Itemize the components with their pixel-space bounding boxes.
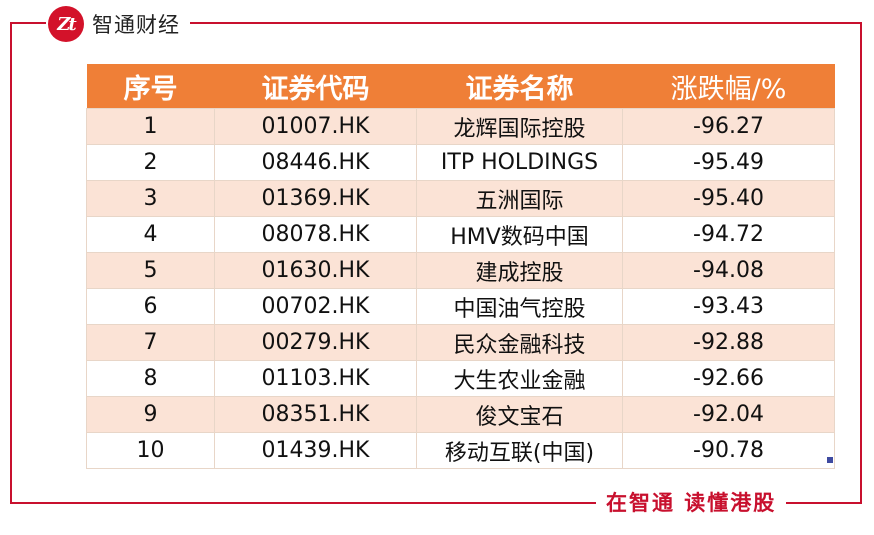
header-code: 证券代码: [214, 64, 417, 109]
cell-change: -94.72: [622, 216, 835, 253]
cell-name: 建成控股: [416, 252, 623, 289]
frame-bottom-line: [10, 502, 862, 504]
header-name: 证券名称: [416, 64, 623, 109]
cell-code: 01369.HK: [214, 180, 417, 217]
brand-name: 智通财经: [92, 13, 180, 37]
table-row: 9 08351.HK 俊文宝石 -92.04: [86, 396, 835, 433]
cell-code: 01007.HK: [214, 108, 417, 145]
cell-change: -96.27: [622, 108, 835, 145]
cell-seq: 4: [86, 216, 215, 253]
header-seq: 序号: [86, 64, 215, 109]
cell-name: 移动互联(中国): [416, 432, 623, 469]
cell-change: -90.78: [622, 432, 835, 469]
cell-change: -95.40: [622, 180, 835, 217]
cell-name: 五洲国际: [416, 180, 623, 217]
table-row: 10 01439.HK 移动互联(中国) -90.78: [86, 432, 835, 469]
cell-seq: 7: [86, 324, 215, 361]
cell-seq: 2: [86, 144, 215, 181]
cell-seq: 9: [86, 396, 215, 433]
cell-seq: 1: [86, 108, 215, 145]
header-change: 涨跌幅/%: [622, 64, 835, 109]
cell-name: 大生农业金融: [416, 360, 623, 397]
cell-name: 民众金融科技: [416, 324, 623, 361]
cell-seq: 8: [86, 360, 215, 397]
cell-change: -93.43: [622, 288, 835, 325]
table-row: 5 01630.HK 建成控股 -94.08: [86, 252, 835, 289]
cell-name: ITP HOLDINGS: [416, 144, 623, 181]
cell-seq: 3: [86, 180, 215, 217]
cell-seq: 10: [86, 432, 215, 469]
selection-handle[interactable]: [827, 457, 833, 463]
cell-change: -92.04: [622, 396, 835, 433]
table-row: 8 01103.HK 大生农业金融 -92.66: [86, 360, 835, 397]
cell-code: 01439.HK: [214, 432, 417, 469]
table-row: 3 01369.HK 五洲国际 -95.40: [86, 180, 835, 217]
frame-top-line: [10, 22, 862, 24]
cell-name: 俊文宝石: [416, 396, 623, 433]
frame-left-line: [10, 22, 12, 504]
table-row: 2 08446.HK ITP HOLDINGS -95.49: [86, 144, 835, 181]
brand-header: Zt 智通财经: [46, 2, 190, 46]
cell-code: 01103.HK: [214, 360, 417, 397]
cell-seq: 5: [86, 252, 215, 289]
cell-change: -94.08: [622, 252, 835, 289]
table-row: 4 08078.HK HMV数码中国 -94.72: [86, 216, 835, 253]
cell-code: 01630.HK: [214, 252, 417, 289]
cell-change: -95.49: [622, 144, 835, 181]
cell-name: 中国油气控股: [416, 288, 623, 325]
cell-name: 龙辉国际控股: [416, 108, 623, 145]
cell-code: 08078.HK: [214, 216, 417, 253]
brand-logo-icon: Zt: [48, 6, 84, 42]
cell-name: HMV数码中国: [416, 216, 623, 253]
slogan-text: 在智通 读懂港股: [596, 486, 787, 520]
frame-right-line: [860, 22, 862, 504]
cell-code: 00279.HK: [214, 324, 417, 361]
table-row: 6 00702.HK 中国油气控股 -93.43: [86, 288, 835, 325]
cell-change: -92.88: [622, 324, 835, 361]
decliners-table: 序号 证券代码 证券名称 涨跌幅/% 1 01007.HK 龙辉国际控股 -96…: [86, 64, 835, 469]
cell-code: 08351.HK: [214, 396, 417, 433]
table-row: 1 01007.HK 龙辉国际控股 -96.27: [86, 108, 835, 145]
cell-code: 08446.HK: [214, 144, 417, 181]
cell-seq: 6: [86, 288, 215, 325]
table-row: 7 00279.HK 民众金融科技 -92.88: [86, 324, 835, 361]
cell-change: -92.66: [622, 360, 835, 397]
cell-code: 00702.HK: [214, 288, 417, 325]
table-header-row: 序号 证券代码 证券名称 涨跌幅/%: [86, 64, 835, 109]
